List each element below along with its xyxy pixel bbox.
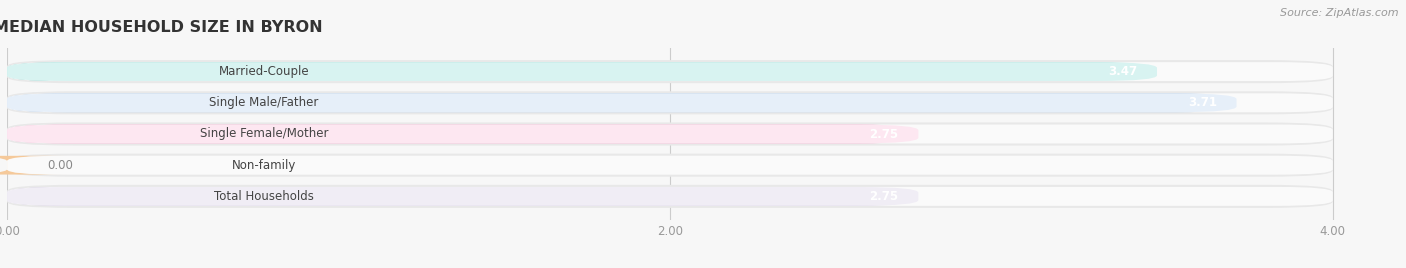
Text: Single Female/Mother: Single Female/Mother: [200, 128, 328, 140]
FancyBboxPatch shape: [7, 94, 1237, 112]
FancyBboxPatch shape: [7, 154, 1333, 177]
Text: Source: ZipAtlas.com: Source: ZipAtlas.com: [1281, 8, 1399, 18]
Text: 3.47: 3.47: [1108, 65, 1137, 78]
FancyBboxPatch shape: [7, 156, 1333, 175]
Text: Married-Couple: Married-Couple: [218, 65, 309, 78]
FancyBboxPatch shape: [7, 60, 1333, 83]
Text: 3.71: 3.71: [1188, 96, 1216, 109]
Text: Total Households: Total Households: [214, 190, 314, 203]
FancyBboxPatch shape: [7, 62, 1157, 81]
FancyBboxPatch shape: [7, 122, 1333, 146]
Text: Single Male/Father: Single Male/Father: [209, 96, 319, 109]
FancyBboxPatch shape: [7, 125, 918, 143]
FancyBboxPatch shape: [7, 187, 1333, 206]
FancyBboxPatch shape: [7, 91, 1333, 114]
Text: 0.00: 0.00: [46, 159, 73, 172]
Text: 2.75: 2.75: [869, 190, 898, 203]
Text: MEDIAN HOUSEHOLD SIZE IN BYRON: MEDIAN HOUSEHOLD SIZE IN BYRON: [0, 20, 323, 35]
FancyBboxPatch shape: [7, 62, 1333, 81]
FancyBboxPatch shape: [7, 125, 1333, 143]
Text: Non-family: Non-family: [232, 159, 297, 172]
FancyBboxPatch shape: [7, 187, 918, 206]
FancyBboxPatch shape: [0, 156, 66, 174]
FancyBboxPatch shape: [7, 93, 1333, 112]
Text: 2.75: 2.75: [869, 128, 898, 140]
FancyBboxPatch shape: [7, 185, 1333, 208]
